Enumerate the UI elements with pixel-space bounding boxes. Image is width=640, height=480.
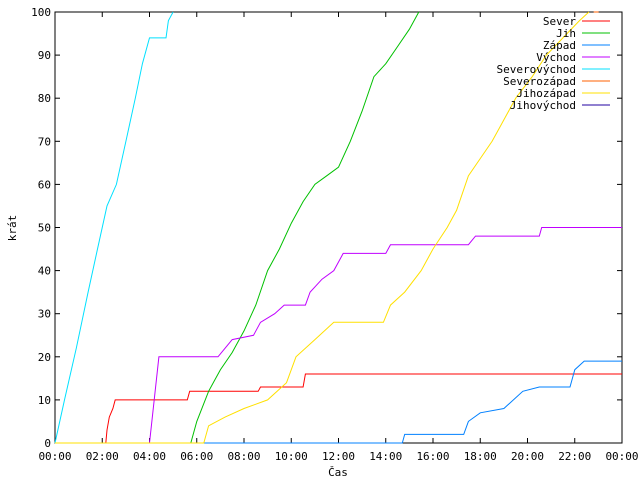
series-line bbox=[55, 360, 622, 444]
axis-ticks: 0 10 20 30 40 50 60 70 80 90 100 00:00 02:00 04:00 06:… bbox=[31, 6, 638, 463]
y-tick-label: 90 bbox=[38, 49, 51, 62]
y-tick-label: 40 bbox=[38, 265, 51, 278]
legend: SeverJihZápadVýchodSeverovýchodSeverozáp… bbox=[497, 15, 610, 112]
y-tick-label: 0 bbox=[44, 437, 51, 450]
legend-label: Severozápad bbox=[503, 75, 576, 88]
series-line bbox=[55, 11, 420, 444]
legend-label: Jihozápad bbox=[516, 87, 576, 100]
y-tick-label: 60 bbox=[38, 178, 51, 191]
y-tick-label: 10 bbox=[38, 394, 51, 407]
y-tick-label: 50 bbox=[38, 222, 51, 235]
x-tick-label: 16:00 bbox=[416, 450, 449, 463]
x-tick-label: 06:00 bbox=[180, 450, 213, 463]
y-tick-label: 20 bbox=[38, 351, 51, 364]
y-axis-label: krát bbox=[6, 215, 19, 242]
series-line bbox=[54, 11, 174, 444]
y-tick-label: 70 bbox=[38, 135, 51, 148]
x-tick-label: 04:00 bbox=[133, 450, 166, 463]
x-tick-label: 08:00 bbox=[227, 450, 260, 463]
legend-label: Východ bbox=[536, 51, 576, 64]
x-tick-label: 00:00 bbox=[605, 450, 638, 463]
y-tick-label: 80 bbox=[38, 92, 51, 105]
y-tick-label: 30 bbox=[38, 308, 51, 321]
x-tick-label: 20:00 bbox=[511, 450, 544, 463]
x-tick-label: 12:00 bbox=[322, 450, 355, 463]
series-lines bbox=[54, 11, 622, 444]
legend-label: Sever bbox=[543, 15, 576, 28]
series-line bbox=[55, 373, 622, 444]
legend-label: Jih bbox=[556, 27, 576, 40]
series-line bbox=[55, 11, 590, 444]
x-axis-label: Čas bbox=[328, 466, 348, 479]
legend-label: Západ bbox=[543, 39, 576, 52]
x-tick-label: 02:00 bbox=[86, 450, 119, 463]
x-tick-label: 14:00 bbox=[369, 450, 402, 463]
x-tick-label: 00:00 bbox=[38, 450, 71, 463]
x-tick-label: 22:00 bbox=[558, 450, 591, 463]
y-tick-label: 100 bbox=[31, 6, 51, 19]
legend-label: Severovýchod bbox=[497, 63, 576, 76]
legend-label: Jihovýchod bbox=[510, 99, 576, 112]
x-tick-label: 10:00 bbox=[275, 450, 308, 463]
x-tick-label: 18:00 bbox=[464, 450, 497, 463]
series-line bbox=[55, 227, 622, 444]
